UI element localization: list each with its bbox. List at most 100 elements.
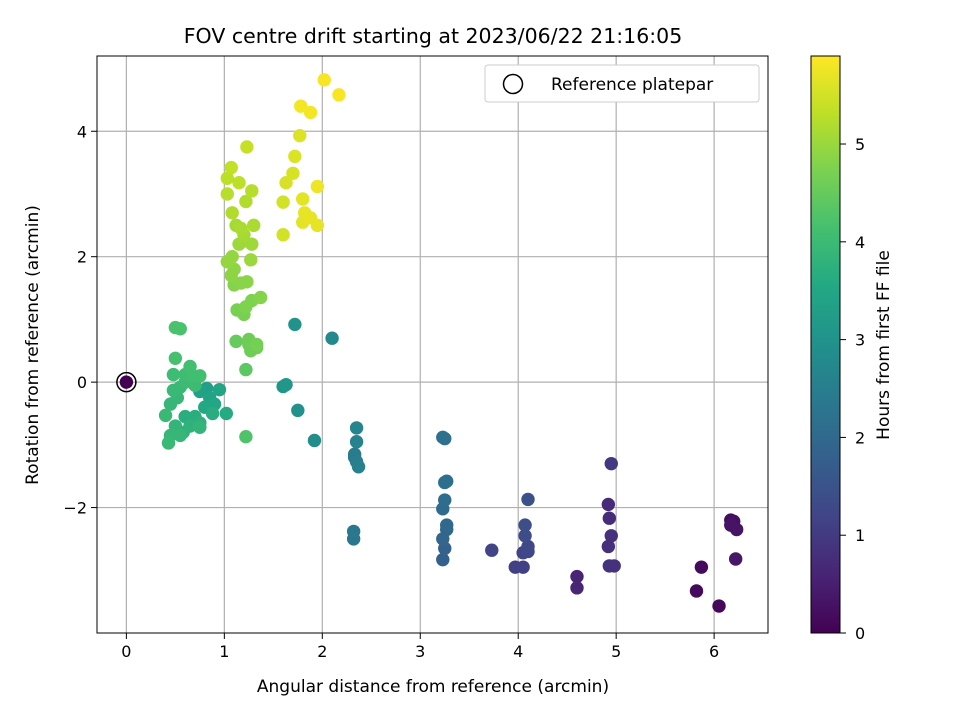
scatter-point [239,362,253,377]
legend: Reference platepar [484,64,760,103]
legend-label: Reference platepar [551,75,713,95]
legend-box [484,64,760,103]
x-tick-label: 3 [415,642,425,661]
y-tick-label: 4 [77,122,87,141]
colorbar-tick-label: 4 [855,233,865,252]
scatter-point [601,497,616,512]
scatter-point [712,599,726,613]
chart-title: FOV centre drift starting at 2023/06/22 … [184,24,683,48]
scatter-point [485,543,499,557]
scatter-point [166,367,181,382]
scatter-point [239,194,253,209]
scatter-point [276,195,290,209]
colorbar-label: Hours from first FF file [874,250,894,440]
scatter-point [317,73,331,87]
scatter-point [234,221,248,236]
scatter-point [604,529,618,543]
x-tick-label: 0 [121,642,131,661]
scatter-point [351,460,366,474]
scatter-point [607,559,621,573]
x-axis: 0 1 2 3 4 5 6 [121,633,719,661]
scatter-point [728,552,743,566]
scatter-point [168,351,183,365]
scatter-point [279,175,293,190]
scatter-point [224,160,238,175]
scatter-point [173,428,187,443]
x-tick-label: 2 [317,642,327,661]
scatter-point [604,456,618,471]
scatter-point [601,539,616,554]
y-axis: −2 0 2 4 [63,122,97,518]
scatter-point [244,253,258,267]
scatter-point [325,331,339,345]
x-tick-label: 5 [611,642,621,661]
y-tick-label: −2 [63,499,87,518]
plot-frame [96,55,769,634]
scatter-point [310,179,325,194]
colorbar-tick-label: 2 [855,428,865,447]
y-axis-label: Rotation from reference (arcmin) [23,205,43,485]
colorbar-ticks: 0 1 2 3 4 5 [840,135,865,643]
scatter-point [240,140,254,154]
colorbar-tick-label: 0 [855,624,865,643]
scatter-point [294,99,308,113]
scatter-point [239,429,253,444]
scatter-point [205,406,220,421]
scatter-point [296,192,310,206]
y-tick-label: 2 [77,248,87,267]
colorbar-tick-label: 3 [855,331,865,350]
scatter-point [286,166,300,180]
scatter-point [689,584,704,598]
scatter-point [173,322,187,336]
x-tick-label: 6 [709,642,719,661]
scatter-point [602,511,617,525]
scatter-point [438,431,452,446]
scatter-point [220,187,234,201]
scatter-point [276,228,290,242]
scatter-point [694,560,709,574]
points-layer [116,73,744,613]
scatter-point [332,88,346,102]
scatter-point [440,518,454,532]
scatter-point [438,493,452,507]
scatter-point [521,492,535,507]
scatter-point [245,184,259,198]
scatter-point [521,539,535,554]
grid-layer [97,56,768,633]
scatter-point [518,518,532,532]
scatter-point [288,317,302,332]
scatter-point [220,171,234,185]
scatter-point [193,420,207,434]
scatter-point [291,403,305,418]
scatter-point [307,433,322,448]
scatter-point [516,560,530,574]
scatter-point [303,105,318,120]
scatter-point [219,406,234,421]
scatter-point [279,377,293,392]
x-axis-label: Angular distance from reference (arcmin) [257,677,609,697]
scatter-point [247,218,261,233]
scatter-point [253,290,268,305]
scatter-point [161,436,176,450]
scatter-point [183,359,197,374]
scatter-point [158,408,173,423]
legend-marker [502,73,524,95]
scatter-point [232,175,246,190]
scatter-point [229,334,243,349]
scatter-point [193,369,207,383]
scatter-point [570,569,584,584]
scatter-point [729,522,744,537]
colorbar-gradient [810,55,841,634]
scatter-point [240,275,254,289]
x-tick-label: 4 [513,642,523,661]
scatter-point [436,552,450,567]
scatter-point [570,581,584,595]
scatter-point [249,337,264,352]
scatter-point [518,529,532,543]
colorbar-tick-label: 1 [855,526,865,545]
scatter-point [293,128,307,143]
y-tick-label: 0 [77,373,87,392]
scatter-point [119,375,134,389]
scatter-point [212,382,227,397]
